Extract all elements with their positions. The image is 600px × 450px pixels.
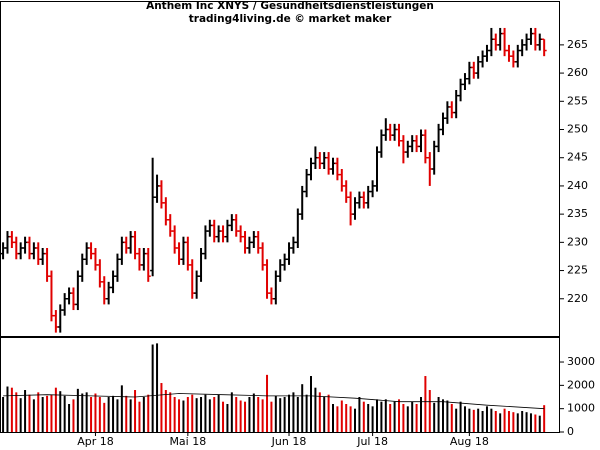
- volume-panel: [0, 337, 560, 433]
- y-tick-label: 240: [567, 179, 588, 192]
- x-tick-label: Apr 18: [77, 435, 114, 448]
- y-tick-label: 230: [567, 235, 588, 248]
- y-tick-label: 245: [567, 151, 588, 164]
- y-tick-label: 225: [567, 264, 588, 277]
- x-tick-label: Jul 18: [356, 435, 388, 448]
- y-tick-label: 260: [567, 66, 588, 79]
- y2-tick-label: 0: [567, 425, 574, 438]
- y-tick-label: 265: [567, 38, 588, 51]
- chart-subtitle: trading4living.de © market maker: [189, 13, 392, 25]
- x-tick-label: Jun 18: [271, 435, 307, 448]
- volume-ma: [3, 393, 545, 410]
- y-tick-label: 250: [567, 123, 588, 136]
- y-tick-label: 255: [567, 94, 588, 107]
- y-tick-label: 235: [567, 207, 588, 220]
- price-panel: [0, 1, 560, 337]
- y2-tick-label: 1000: [567, 402, 595, 415]
- x-tick-label: Mai 18: [169, 435, 206, 448]
- y2-tick-label: 3000: [567, 355, 595, 368]
- chart-title: Anthem Inc XNYS / Gesundheitsdienstleist…: [146, 0, 434, 12]
- y2-tick-label: 2000: [567, 378, 595, 391]
- x-tick-label: Aug 18: [450, 435, 489, 448]
- y-tick-label: 220: [567, 292, 588, 305]
